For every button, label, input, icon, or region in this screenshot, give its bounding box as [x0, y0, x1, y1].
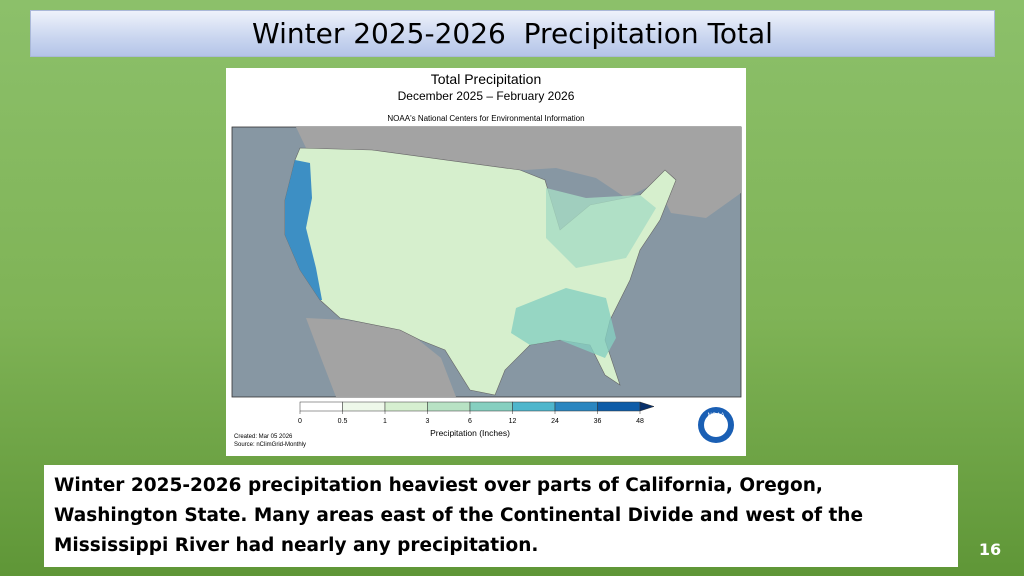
figure: Total Precipitation December 2025 – Febr… [226, 68, 746, 456]
colorbar-bin [597, 401, 641, 412]
caption-line: Mississippi River had nearly any precipi… [54, 535, 539, 556]
colorbar-tick-label: 48 [636, 418, 644, 425]
colorbar-tick-label: 1 [383, 418, 387, 425]
figure-title: Total Precipitation [430, 71, 542, 87]
colorbar-bin [512, 401, 556, 412]
logo-text: NOAA [707, 413, 724, 419]
caption-box: Winter 2025-2026 precipitation heaviest … [44, 465, 958, 567]
land-mexico [306, 318, 456, 397]
map-southeast-wet [511, 288, 616, 358]
title-bar: Winter 2025-2026 Precipitation Total [30, 10, 995, 57]
colorbar-tick-label: 6 [468, 418, 472, 425]
colorbar-tick-label: 36 [594, 418, 602, 425]
created-text: Created: Mar 05 2026 [234, 434, 293, 440]
colorbar-tick-label: 0.5 [338, 418, 348, 425]
slide-title: Winter 2025-2026 Precipitation Total [252, 17, 773, 50]
colorbar-bin [342, 401, 386, 412]
colorbar-arrow [639, 401, 655, 412]
colorbar-bin [554, 401, 598, 412]
caption-line: Winter 2025-2026 precipitation heaviest … [54, 475, 823, 496]
page-number: 16 [978, 540, 1002, 559]
map-northeast-wet [546, 188, 656, 268]
colorbar-bin [384, 401, 428, 412]
source-text: Source: nClimGrid-Monthly [234, 442, 307, 448]
figure-subtitle: December 2025 – February 2026 [397, 89, 575, 103]
caption-line: Washington State. Many areas east of the… [54, 505, 864, 526]
colorbar-tick-label: 12 [509, 418, 517, 425]
colorbar-tick-label: 0 [298, 418, 302, 425]
colorbar-bin [469, 401, 513, 412]
colorbar-label: Precipitation (Inches) [430, 428, 510, 438]
colorbar-tick-label: 24 [551, 418, 559, 425]
map-west-coast-wet [285, 160, 322, 300]
colorbar-bin [427, 401, 471, 412]
colorbar-tick-label: 3 [426, 418, 430, 425]
logo-inner [704, 413, 728, 437]
source-line: NOAA's National Centers for Environmenta… [387, 114, 585, 123]
colorbar-bin [299, 401, 343, 412]
